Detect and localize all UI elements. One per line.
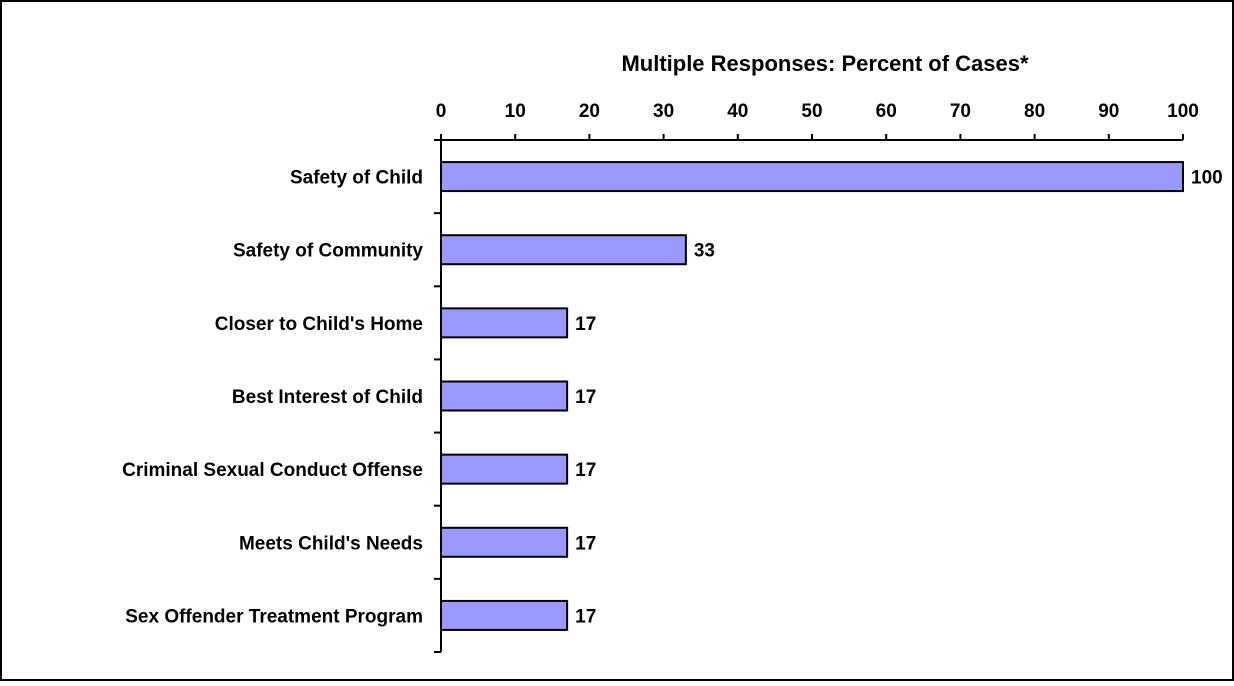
chart-title: Multiple Responses: Percent of Cases* [621,51,1029,76]
bar [440,599,569,631]
data-label: 100 [1191,168,1223,189]
category-label: Safety of Child [290,168,423,189]
data-label: 17 [575,314,596,335]
x-tick-label: 10 [505,101,526,122]
x-tick-label: 90 [1098,101,1119,122]
data-label: 17 [575,387,596,408]
category-label: Safety of Community [233,241,423,262]
x-tick-label: 80 [1024,101,1045,122]
x-tick-label: 60 [876,101,897,122]
category-label: Closer to Child's Home [215,314,423,335]
data-label: 17 [575,533,596,554]
x-tick-label: 70 [950,101,971,122]
bar [440,161,1184,193]
bar [440,234,687,266]
x-tick-label: 40 [727,101,748,122]
category-label: Sex Offender Treatment Program [125,606,423,627]
x-tick-label: 20 [579,101,600,122]
bar [440,453,569,485]
x-tick-label: 100 [1167,101,1199,122]
data-label: 33 [694,241,715,262]
bars-group: Safety of Child 100 Safety of Community 33 C… [122,161,1223,631]
bar [440,380,569,412]
category-label: Criminal Sexual Conduct Offense [122,460,423,481]
x-tick-label: 50 [801,101,822,122]
data-label: 17 [575,606,596,627]
category-label: Meets Child's Needs [239,533,423,554]
x-tick-label: 0 [436,101,447,122]
bar [440,526,569,558]
axis-group: 0 10 20 30 40 50 60 70 80 90 100 [434,101,1199,653]
data-label: 17 [575,460,596,481]
bar [440,307,569,339]
x-tick-label: 30 [653,101,674,122]
category-label: Best Interest of Child [232,387,423,408]
